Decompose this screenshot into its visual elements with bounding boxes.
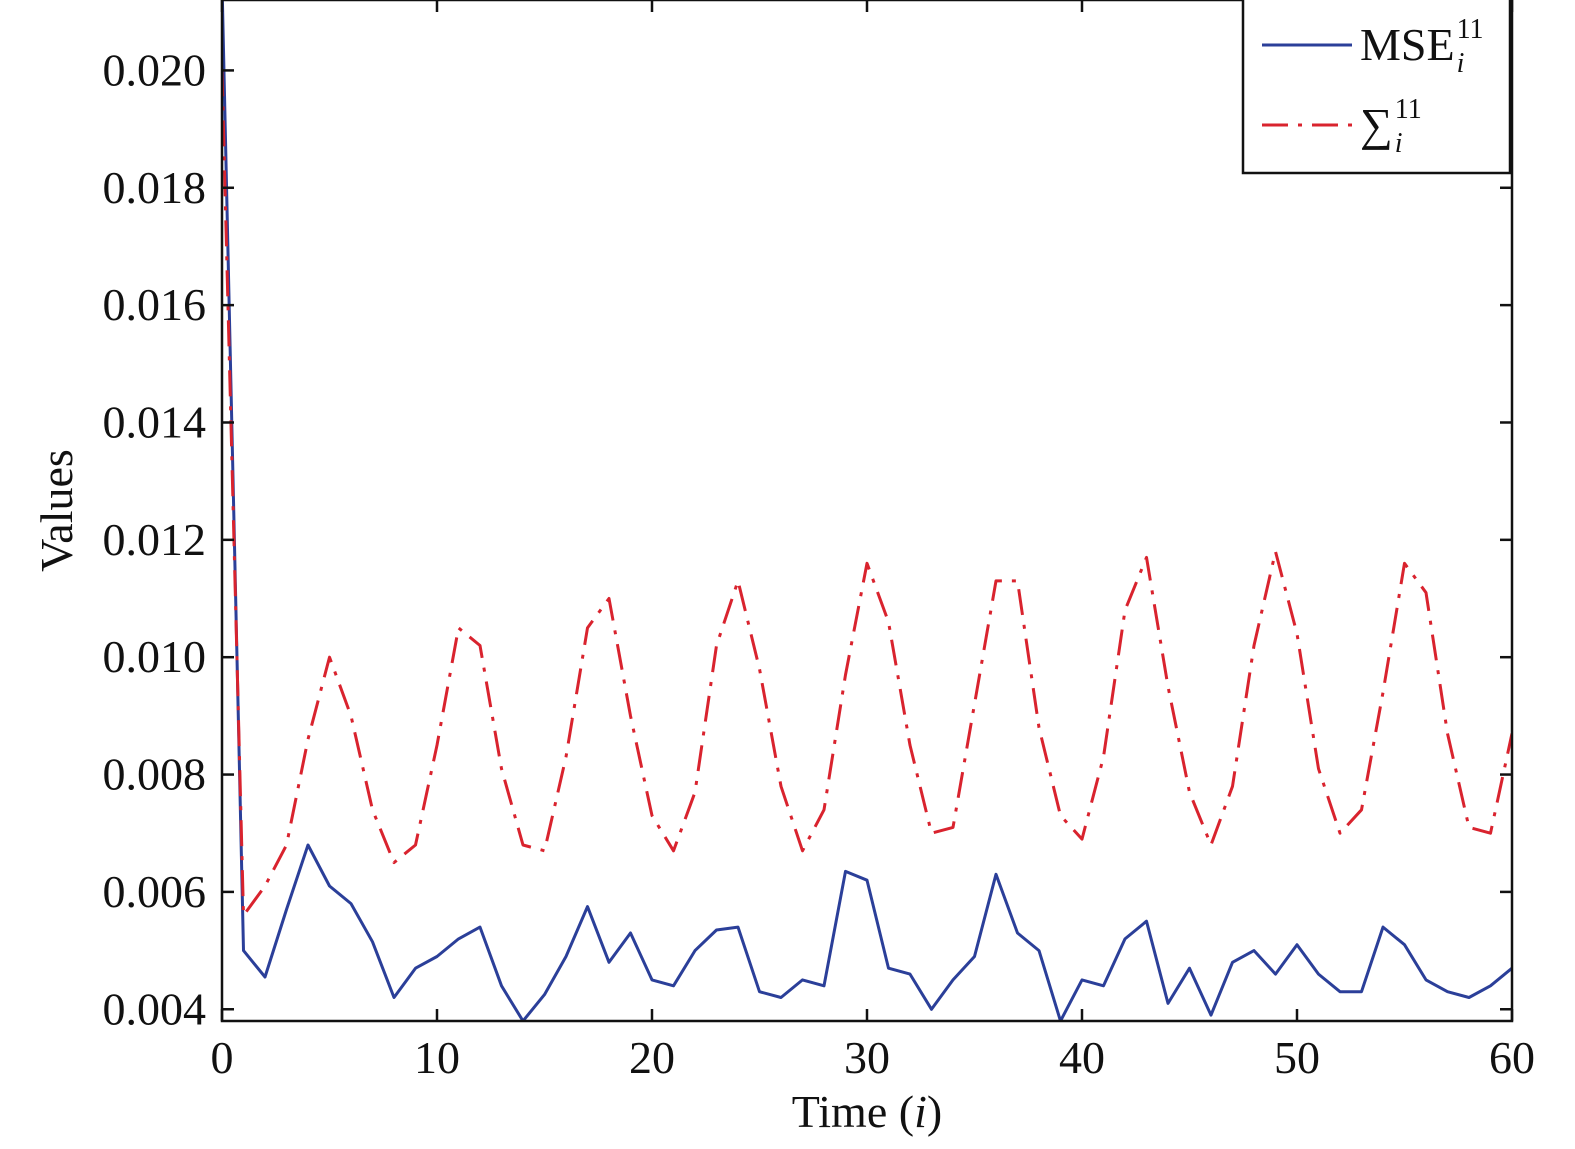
axis-ticks: 0 10 20 30 40 50 60 0.004 0.006 0.008 0.010 0.012 0.… bbox=[103, 0, 1535, 1083]
y-tick-label: 0.018 bbox=[103, 162, 207, 213]
y-tick-label: 0.008 bbox=[103, 749, 207, 800]
y-axis-title: Values bbox=[31, 449, 82, 572]
legend-entry-sigma-sub: i bbox=[1395, 128, 1403, 159]
legend-entry-sigma-base: ∑ bbox=[1360, 99, 1393, 150]
plot-marks bbox=[222, 0, 1512, 1021]
x-tick-label: 0 bbox=[211, 1032, 234, 1083]
x-tick-label: 10 bbox=[414, 1032, 460, 1083]
x-axis-title-var: i bbox=[914, 1086, 927, 1137]
legend-entry-sigma-sup: 11 bbox=[1395, 94, 1422, 125]
legend-entry-mse: MSE bbox=[1360, 19, 1455, 70]
x-tick-label: 20 bbox=[629, 1032, 675, 1083]
y-tick-label: 0.014 bbox=[103, 396, 207, 447]
x-tick-label: 60 bbox=[1489, 1032, 1535, 1083]
x-tick-label: 50 bbox=[1274, 1032, 1320, 1083]
y-tick-label: 0.006 bbox=[103, 866, 207, 917]
y-tick-label: 0.010 bbox=[103, 631, 207, 682]
x-axis-title-prefix: Time ( bbox=[792, 1086, 914, 1137]
x-tick-label: 40 bbox=[1059, 1032, 1105, 1083]
x-tick-label: 30 bbox=[844, 1032, 890, 1083]
legend-box bbox=[1241, 0, 1512, 175]
legend-entry-mse-sub: i bbox=[1457, 48, 1465, 79]
legend: MSE 11 i ∑ 11 i bbox=[1241, 0, 1512, 175]
y-tick-label: 0.004 bbox=[103, 983, 207, 1034]
x-axis-title-suffix: ) bbox=[927, 1086, 942, 1137]
y-tick-label: 0.020 bbox=[103, 44, 207, 95]
series-line-mse bbox=[222, 0, 1512, 1021]
x-axis-title: Time (i) bbox=[792, 1086, 942, 1137]
y-tick-label: 0.016 bbox=[103, 279, 207, 330]
series-line-sigma bbox=[222, 70, 1512, 917]
y-tick-label: 0.012 bbox=[103, 514, 207, 565]
legend-entry-mse-base: MSE bbox=[1360, 19, 1455, 70]
legend-entry-mse-sup: 11 bbox=[1457, 14, 1484, 45]
legend-entry-sigma: ∑ bbox=[1360, 99, 1393, 150]
